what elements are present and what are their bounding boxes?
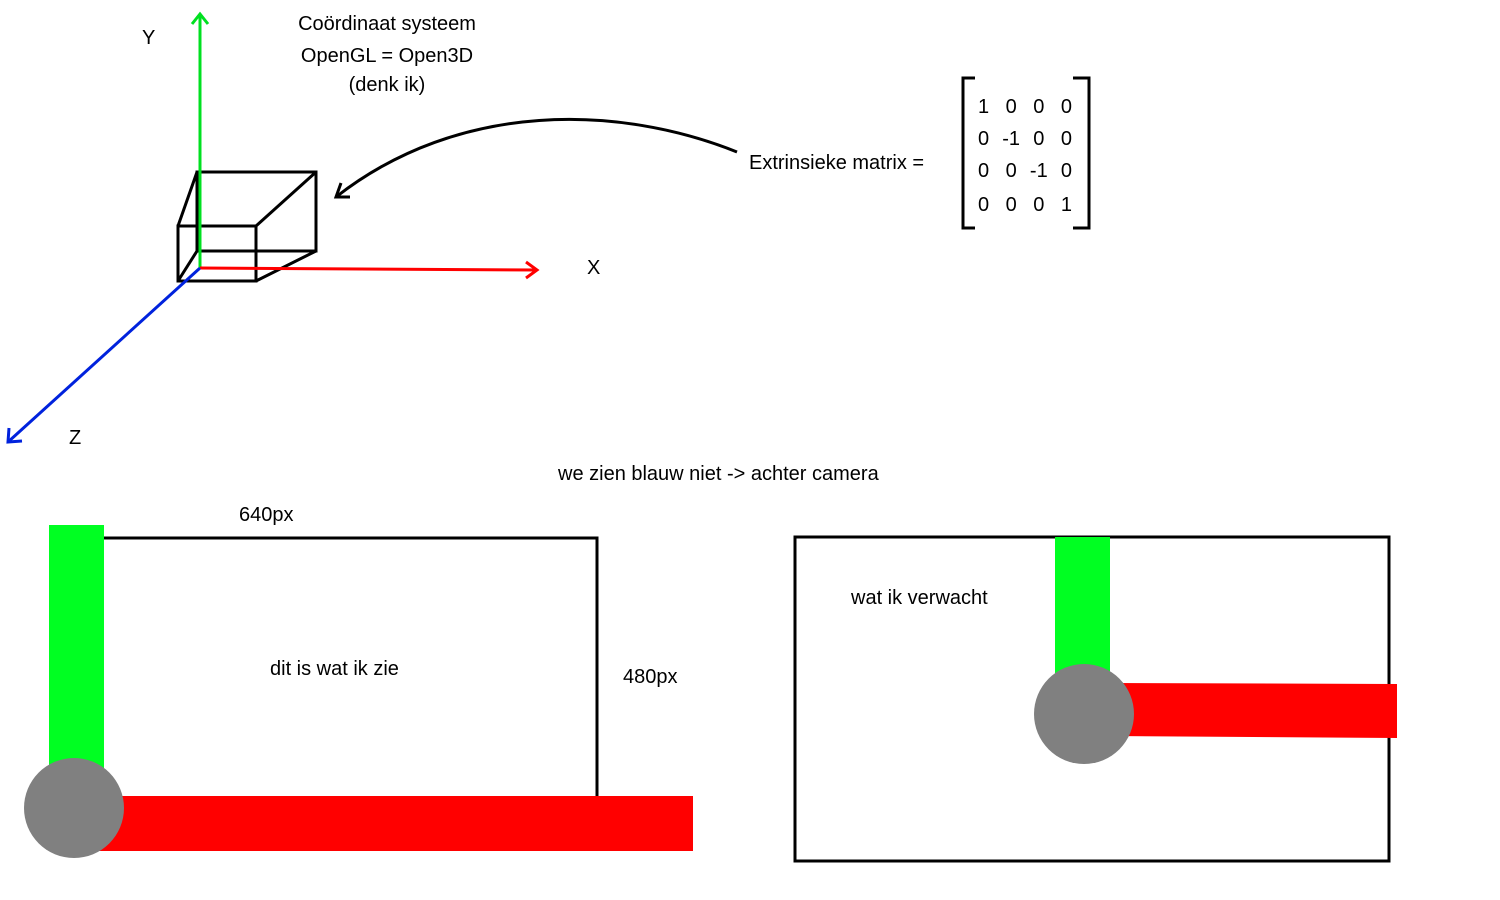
- left-view-red-bar: [95, 796, 693, 851]
- matrix-cell: -1: [1029, 160, 1048, 182]
- curved-pointer-arrow: [335, 118, 738, 199]
- y-axis-arrow: [190, 11, 210, 268]
- left-view-width-label: 640px: [239, 504, 294, 526]
- camera-wireframe: [176, 170, 318, 283]
- matrix-cell: 0: [1060, 96, 1073, 118]
- blue-not-visible-note: we zien blauw niet -> achter camera: [558, 463, 879, 485]
- matrix-cell: 0: [1005, 160, 1017, 182]
- z-axis-arrow: [6, 266, 202, 444]
- matrix-cell: 0: [977, 160, 990, 182]
- left-view-green-bar: [49, 525, 104, 795]
- title-line-1: Coördinaat systeem: [298, 13, 476, 35]
- right-view-red-bar: [1110, 683, 1397, 738]
- left-view-height-label: 480px: [623, 666, 678, 688]
- x-axis-arrow: [199, 260, 540, 280]
- matrix-cell: 0: [977, 194, 990, 216]
- matrix-brackets: [961, 76, 1091, 230]
- matrix-cell: 1: [1060, 194, 1073, 216]
- matrix-cell: 0: [1033, 194, 1045, 216]
- left-view-origin-circle: [24, 758, 124, 858]
- matrix-row-4: 0 0 0 1: [970, 193, 1080, 217]
- left-view-caption: dit is wat ik zie: [270, 658, 399, 680]
- extrinsic-matrix-label: Extrinsieke matrix =: [749, 152, 925, 174]
- matrix-cell: 0: [1005, 96, 1017, 118]
- matrix-row-2: 0 -1 0 0: [970, 127, 1080, 151]
- right-view-green-bar: [1055, 537, 1110, 677]
- right-view-origin-circle: [1034, 664, 1134, 764]
- matrix-row-1: 1 0 0 0: [970, 95, 1080, 119]
- matrix-cell: 0: [1005, 194, 1017, 216]
- title-line-2: OpenGL = Open3D: [300, 45, 474, 67]
- z-axis-label: Z: [69, 427, 82, 449]
- matrix-cell: 0: [1033, 128, 1045, 150]
- matrix-cell: 0: [1060, 128, 1073, 150]
- y-axis-label: Y: [142, 27, 156, 49]
- x-axis-label: X: [587, 257, 601, 279]
- matrix-cell: 1: [977, 96, 990, 118]
- curved-pointer-arrowhead: [333, 182, 350, 199]
- matrix-cell: -1: [1002, 128, 1021, 150]
- title-line-3: (denk ik): [348, 74, 426, 96]
- left-view-frame: [104, 536, 599, 796]
- matrix-cell: 0: [1033, 96, 1045, 118]
- matrix-cell: 0: [1060, 160, 1073, 182]
- matrix-cell: 0: [977, 128, 990, 150]
- matrix-row-3: 0 0 -1 0: [970, 159, 1080, 183]
- right-view-caption: wat ik verwacht: [851, 587, 988, 609]
